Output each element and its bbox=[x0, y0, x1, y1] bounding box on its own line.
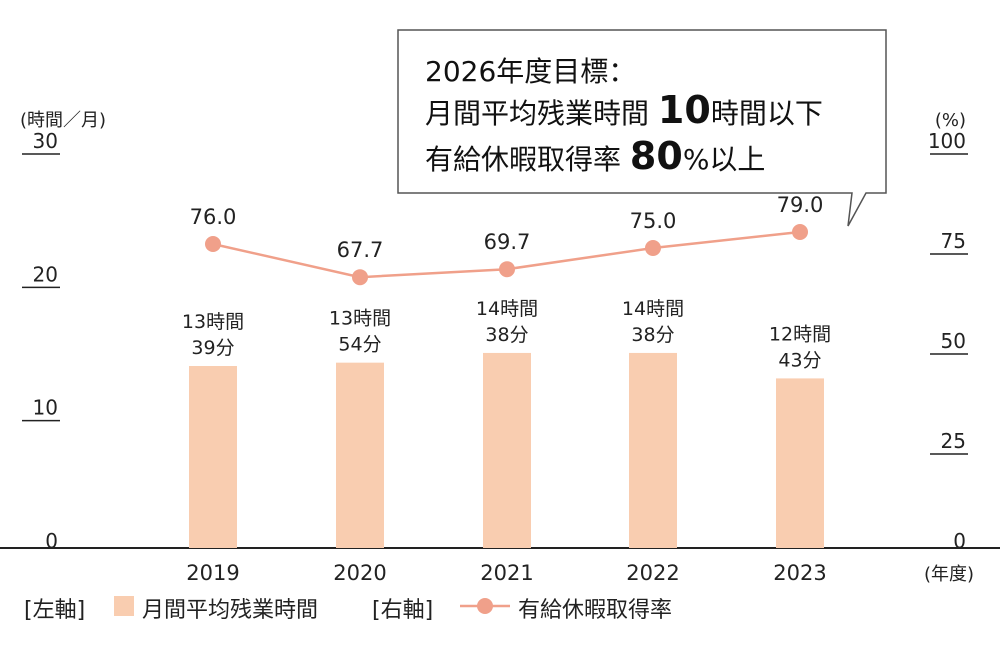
bar-label-minutes: 38分 bbox=[631, 324, 674, 346]
x-tick-label: 2020 bbox=[333, 561, 386, 585]
left-axis-unit-label: (時間／月) bbox=[20, 110, 106, 131]
line-point bbox=[792, 224, 808, 240]
right-tick-label: 75 bbox=[941, 229, 966, 253]
left-tick-label: 0 bbox=[45, 529, 58, 553]
left-tick-label: 30 bbox=[33, 129, 58, 153]
callout-line-2: 月間平均残業時間 10時間以下 bbox=[425, 88, 823, 132]
callout-line-1: 2026年度目標： bbox=[425, 50, 636, 90]
x-axis-label: (年度) bbox=[924, 564, 974, 585]
left-tick-label: 20 bbox=[33, 262, 58, 286]
right-tick-label: 100 bbox=[928, 129, 966, 153]
legend-left-axis: [左軸] bbox=[24, 598, 86, 623]
right-tick-label: 25 bbox=[941, 429, 966, 453]
callout-goal-title: 2026年度目標： bbox=[425, 55, 637, 88]
bar bbox=[189, 366, 237, 548]
legend-line-marker bbox=[477, 598, 493, 614]
right-tick-label: 50 bbox=[941, 329, 966, 353]
legend-bar-swatch bbox=[114, 596, 134, 616]
line-point bbox=[352, 269, 368, 286]
line-point-label: 69.7 bbox=[484, 230, 531, 254]
bar-series bbox=[189, 352, 824, 548]
line-point bbox=[205, 236, 221, 252]
bar bbox=[483, 352, 531, 548]
bar-label-hours: 12時間 bbox=[769, 323, 831, 345]
line-point-label: 76.0 bbox=[190, 205, 237, 229]
left-axis-ticks: 0 10 20 30 bbox=[22, 129, 60, 553]
bar bbox=[776, 378, 824, 548]
callout-leave-value: 80 bbox=[629, 134, 683, 178]
legend-bar-series-name: 月間平均残業時間 bbox=[142, 598, 319, 623]
bar-label-minutes: 43分 bbox=[778, 349, 821, 371]
x-tick-label: 2019 bbox=[186, 561, 239, 585]
bar-labels: 13時間 39分 13時間 54分 14時間 38分 14時間 38分 12時間 43分 bbox=[182, 298, 831, 371]
line-point-label: 67.7 bbox=[337, 238, 384, 262]
bar bbox=[336, 362, 384, 548]
line-point-label: 75.0 bbox=[630, 209, 677, 233]
line-point bbox=[499, 261, 515, 278]
x-axis-ticks: 2019 2020 2021 2022 2023 bbox=[186, 561, 826, 585]
right-tick-label: 0 bbox=[953, 529, 966, 553]
bar-label-minutes: 39分 bbox=[191, 337, 234, 359]
line-point bbox=[645, 240, 661, 256]
x-tick-label: 2021 bbox=[480, 561, 533, 585]
callout-bubble bbox=[397, 29, 887, 227]
callout-overtime-label: 月間平均残業時間 bbox=[425, 97, 650, 130]
right-axis-unit-label: (%) bbox=[935, 110, 966, 131]
callout-overtime-value: 10 bbox=[657, 88, 711, 132]
bar-label-minutes: 38分 bbox=[485, 324, 528, 346]
legend-line-series-name: 有給休暇取得率 bbox=[518, 598, 673, 623]
callout-overtime-suffix: 時間以下 bbox=[710, 97, 823, 130]
line-point-label: 79.0 bbox=[777, 193, 824, 217]
right-axis-ticks: 0 25 50 75 100 bbox=[928, 129, 968, 553]
bar-label-hours: 14時間 bbox=[622, 298, 684, 320]
callout-leave-suffix: %以上 bbox=[682, 143, 766, 176]
x-tick-label: 2022 bbox=[626, 561, 679, 585]
bar-label-minutes: 54分 bbox=[338, 334, 381, 356]
bar-label-hours: 13時間 bbox=[182, 311, 244, 333]
legend-right-axis: [右軸] bbox=[372, 598, 434, 623]
bar-label-hours: 13時間 bbox=[329, 308, 391, 330]
callout-leave-label: 有給休暇取得率 bbox=[425, 143, 622, 176]
bar-label-hours: 14時間 bbox=[476, 298, 538, 320]
left-tick-label: 10 bbox=[33, 396, 58, 420]
bar bbox=[629, 352, 677, 548]
line-series: 76.0 67.7 69.7 75.0 79.0 bbox=[190, 193, 824, 286]
callout-line-3: 有給休暇取得率 80%以上 bbox=[425, 134, 765, 178]
x-tick-label: 2023 bbox=[773, 561, 826, 585]
